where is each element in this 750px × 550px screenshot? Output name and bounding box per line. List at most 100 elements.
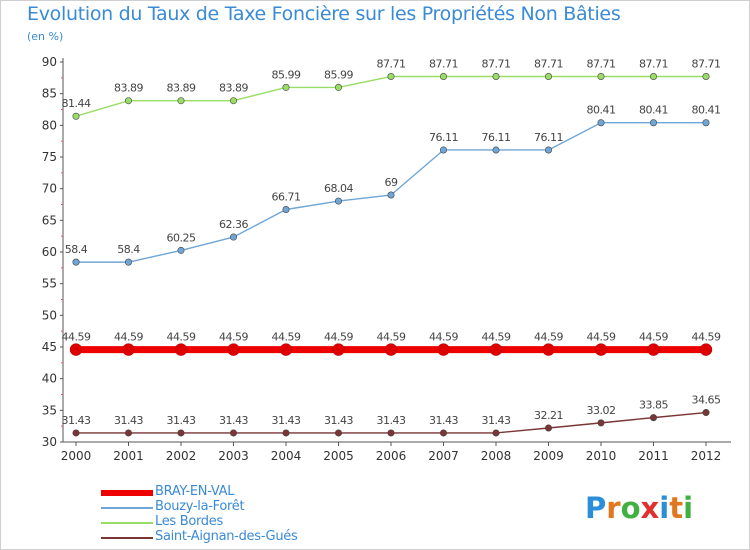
data-point bbox=[282, 429, 290, 437]
proxiti-logo: Proxiti bbox=[585, 491, 693, 525]
data-label: 44.59 bbox=[429, 331, 458, 344]
data-point bbox=[647, 343, 660, 356]
data-label: 87.71 bbox=[429, 58, 458, 71]
legend-label: BRAY-EN-VAL bbox=[155, 484, 235, 499]
data-label: 31.43 bbox=[482, 414, 511, 427]
data-label: 58.4 bbox=[65, 243, 88, 256]
data-point bbox=[649, 119, 657, 127]
data-label: 87.71 bbox=[534, 58, 563, 71]
data-point bbox=[542, 343, 555, 356]
data-label: 87.71 bbox=[482, 58, 511, 71]
chart-subtitle: (en %) bbox=[27, 30, 64, 43]
legend-swatch bbox=[101, 507, 153, 509]
data-point bbox=[544, 73, 552, 81]
data-point bbox=[227, 343, 240, 356]
data-label: 44.59 bbox=[377, 331, 406, 344]
data-point bbox=[387, 73, 395, 81]
data-label: 31.43 bbox=[62, 414, 91, 427]
data-point bbox=[122, 343, 135, 356]
data-point bbox=[597, 119, 605, 127]
logo-letter: r bbox=[606, 491, 621, 525]
data-point bbox=[125, 258, 133, 266]
data-point bbox=[177, 97, 185, 105]
data-point bbox=[544, 424, 552, 432]
data-point bbox=[282, 83, 290, 91]
x-tick-label: 2012 bbox=[691, 449, 722, 463]
data-label: 80.41 bbox=[692, 104, 721, 117]
data-point bbox=[282, 206, 290, 214]
x-tick-label: 2006 bbox=[376, 449, 407, 463]
data-point bbox=[72, 429, 80, 437]
data-point bbox=[699, 343, 713, 356]
data-label: 87.71 bbox=[377, 58, 406, 71]
data-point bbox=[492, 146, 500, 154]
y-tick-label: 30 bbox=[42, 435, 57, 449]
data-label: 44.59 bbox=[587, 331, 616, 344]
data-point bbox=[125, 97, 133, 105]
logo-letter: t bbox=[669, 491, 684, 525]
x-tick-label: 2005 bbox=[323, 449, 354, 463]
data-point bbox=[439, 73, 447, 81]
data-label: 31.43 bbox=[167, 414, 196, 427]
series-group bbox=[69, 73, 713, 437]
data-point bbox=[384, 343, 398, 356]
data-point bbox=[492, 73, 500, 81]
data-label: 32.21 bbox=[534, 409, 563, 422]
data-label: 44.59 bbox=[639, 331, 668, 344]
data-point bbox=[125, 429, 133, 437]
data-label: 69 bbox=[385, 176, 398, 189]
data-label: 87.71 bbox=[639, 58, 668, 71]
logo-letter: i bbox=[659, 491, 670, 525]
data-point bbox=[437, 343, 450, 356]
data-label: 66.71 bbox=[272, 191, 301, 204]
legend-label: Saint-Aignan-des-Gués bbox=[155, 529, 298, 544]
data-label: 76.11 bbox=[429, 131, 458, 144]
data-label: 34.65 bbox=[692, 394, 721, 407]
data-label: 44.59 bbox=[272, 331, 301, 344]
data-label: 33.02 bbox=[587, 404, 616, 417]
data-point bbox=[702, 73, 710, 81]
data-label: 81.44 bbox=[62, 97, 91, 110]
data-point bbox=[649, 414, 657, 422]
data-point bbox=[334, 429, 342, 437]
y-tick-label: 65 bbox=[42, 213, 57, 227]
data-point bbox=[177, 429, 185, 437]
data-point bbox=[597, 73, 605, 81]
y-tick-label: 60 bbox=[42, 245, 57, 259]
y-tick-label: 45 bbox=[42, 340, 57, 354]
data-point bbox=[439, 146, 447, 154]
y-tick-label: 90 bbox=[42, 55, 57, 69]
data-label: 31.43 bbox=[114, 414, 143, 427]
x-tick-label: 2001 bbox=[113, 449, 144, 463]
data-label: 31.43 bbox=[429, 414, 458, 427]
chart-title: Evolution du Taux de Taxe Foncière sur l… bbox=[27, 3, 621, 25]
logo-letter: i bbox=[683, 491, 694, 525]
data-label: 80.41 bbox=[639, 104, 668, 117]
x-tick-label: 2002 bbox=[166, 449, 197, 463]
data-label: 83.89 bbox=[167, 82, 196, 95]
data-label: 87.71 bbox=[587, 58, 616, 71]
legend-swatch bbox=[101, 522, 153, 524]
logo-letter: o bbox=[620, 491, 641, 525]
y-tick-label: 35 bbox=[42, 403, 57, 417]
data-point bbox=[649, 73, 657, 81]
data-point bbox=[230, 97, 238, 105]
data-label: 76.11 bbox=[534, 131, 563, 144]
x-tick-label: 2010 bbox=[586, 449, 617, 463]
data-point bbox=[544, 146, 552, 154]
y-tick-label: 85 bbox=[42, 87, 57, 101]
data-label: 80.41 bbox=[587, 104, 616, 117]
x-tick-label: 2011 bbox=[638, 449, 669, 463]
data-point bbox=[334, 83, 342, 91]
x-tick-label: 2003 bbox=[218, 449, 249, 463]
legend-swatch bbox=[101, 490, 153, 496]
data-point bbox=[72, 112, 80, 120]
y-tick-label: 50 bbox=[42, 308, 57, 322]
data-label: 44.59 bbox=[534, 331, 563, 344]
data-label: 85.99 bbox=[272, 68, 301, 81]
x-tick-label: 2007 bbox=[428, 449, 459, 463]
data-label: 31.43 bbox=[324, 414, 353, 427]
legend-swatch bbox=[101, 537, 153, 539]
data-label: 60.25 bbox=[167, 231, 196, 244]
